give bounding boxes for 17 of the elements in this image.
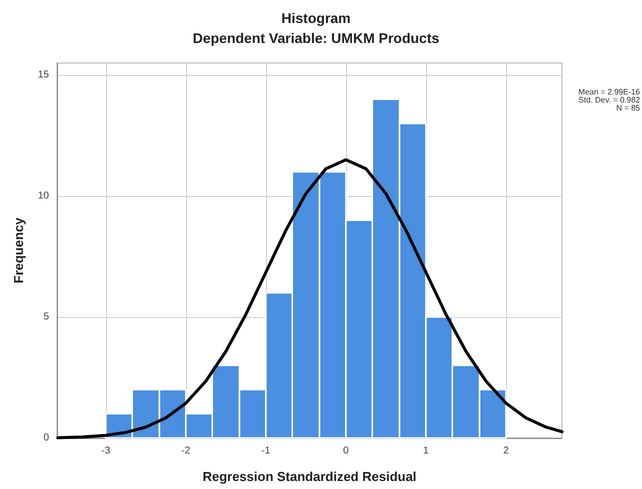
chart-title: Histogram — [281, 10, 351, 26]
y-tick-label: 5 — [43, 312, 50, 323]
text: Mean = 2.99E-16 — [578, 88, 641, 96]
x-tick-label: 0 — [343, 446, 350, 456]
chart-subtitle: Dependent Variable: UMKM Products — [192, 30, 440, 46]
x-tick-label: -2 — [181, 446, 191, 456]
x-axis-title: Regression Standardized Residual — [202, 469, 416, 484]
x-tick-label: 2 — [503, 446, 510, 456]
y-tick-label: 10 — [38, 190, 50, 202]
x-tick-label: -3 — [101, 446, 111, 456]
x-tick-label: 1 — [423, 446, 430, 456]
text: N = 85 — [616, 104, 641, 112]
y-tick-label: 15 — [38, 70, 50, 81]
text: Std. Dev. = 0.982 — [578, 96, 641, 104]
y-tick-label: 0 — [43, 432, 50, 444]
y-axis-title: Frequency — [11, 216, 26, 284]
x-tick-label: -1 — [261, 446, 271, 456]
